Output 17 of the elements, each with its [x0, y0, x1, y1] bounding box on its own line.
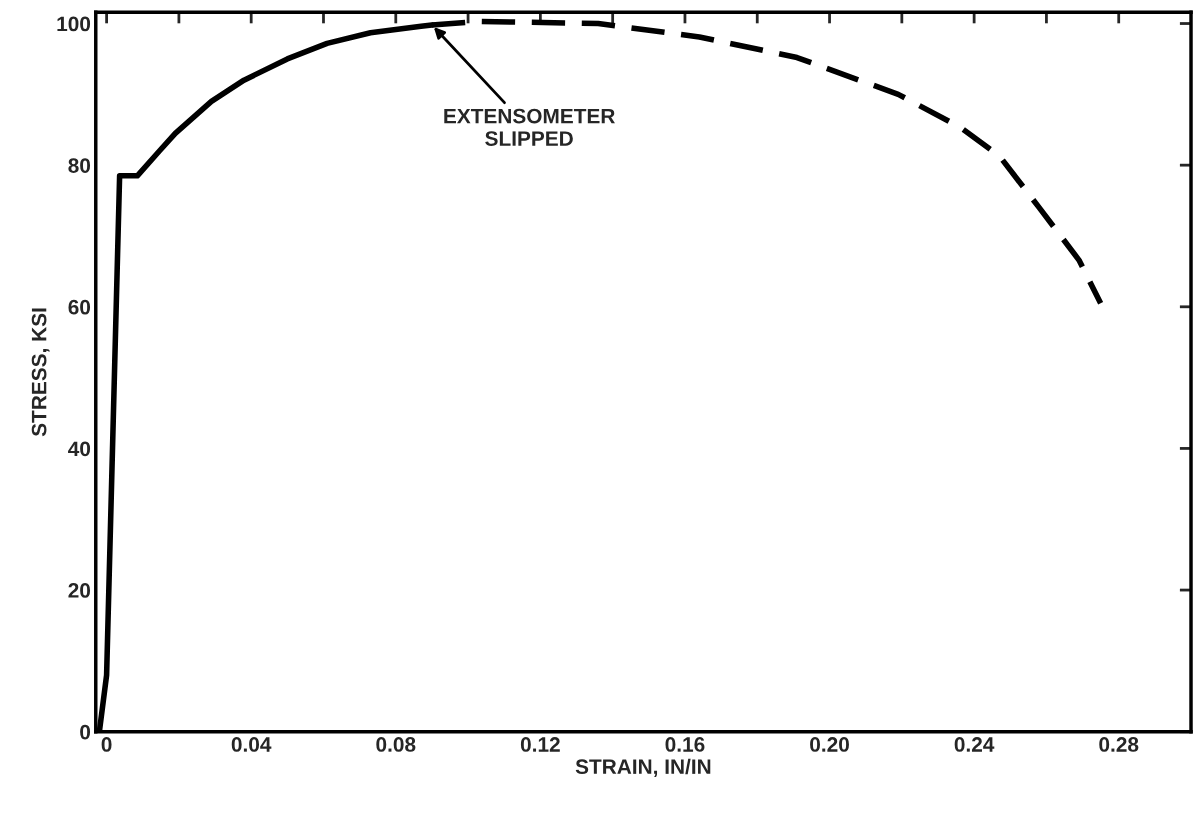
- y-tick-label: 80: [68, 158, 91, 173]
- x-tick-label: 0: [101, 737, 112, 752]
- x-tick-label: 0.04: [231, 737, 272, 752]
- x-tick-label: 0.28: [1099, 737, 1139, 752]
- y-tick-label: 100: [57, 16, 91, 32]
- x-tick-label: 0.24: [954, 737, 995, 752]
- y-tick-label: 60: [68, 299, 91, 315]
- annotation: EXTENSOMETER SLIPPED: [444, 108, 615, 146]
- y-axis-title: STRESS, KSI: [31, 308, 50, 437]
- y-tick-label: 40: [68, 441, 91, 457]
- y-tick-label: 20: [68, 583, 91, 598]
- x-tick-label: 0.08: [376, 737, 416, 752]
- x-axis-title: STRAIN, IN/IN: [575, 758, 711, 778]
- x-tick-label: 0.20: [810, 737, 849, 752]
- x-tick-label: 0.16: [665, 737, 705, 752]
- x-tick-label: 0.12: [520, 737, 560, 752]
- y-tick-label: 0: [80, 724, 91, 740]
